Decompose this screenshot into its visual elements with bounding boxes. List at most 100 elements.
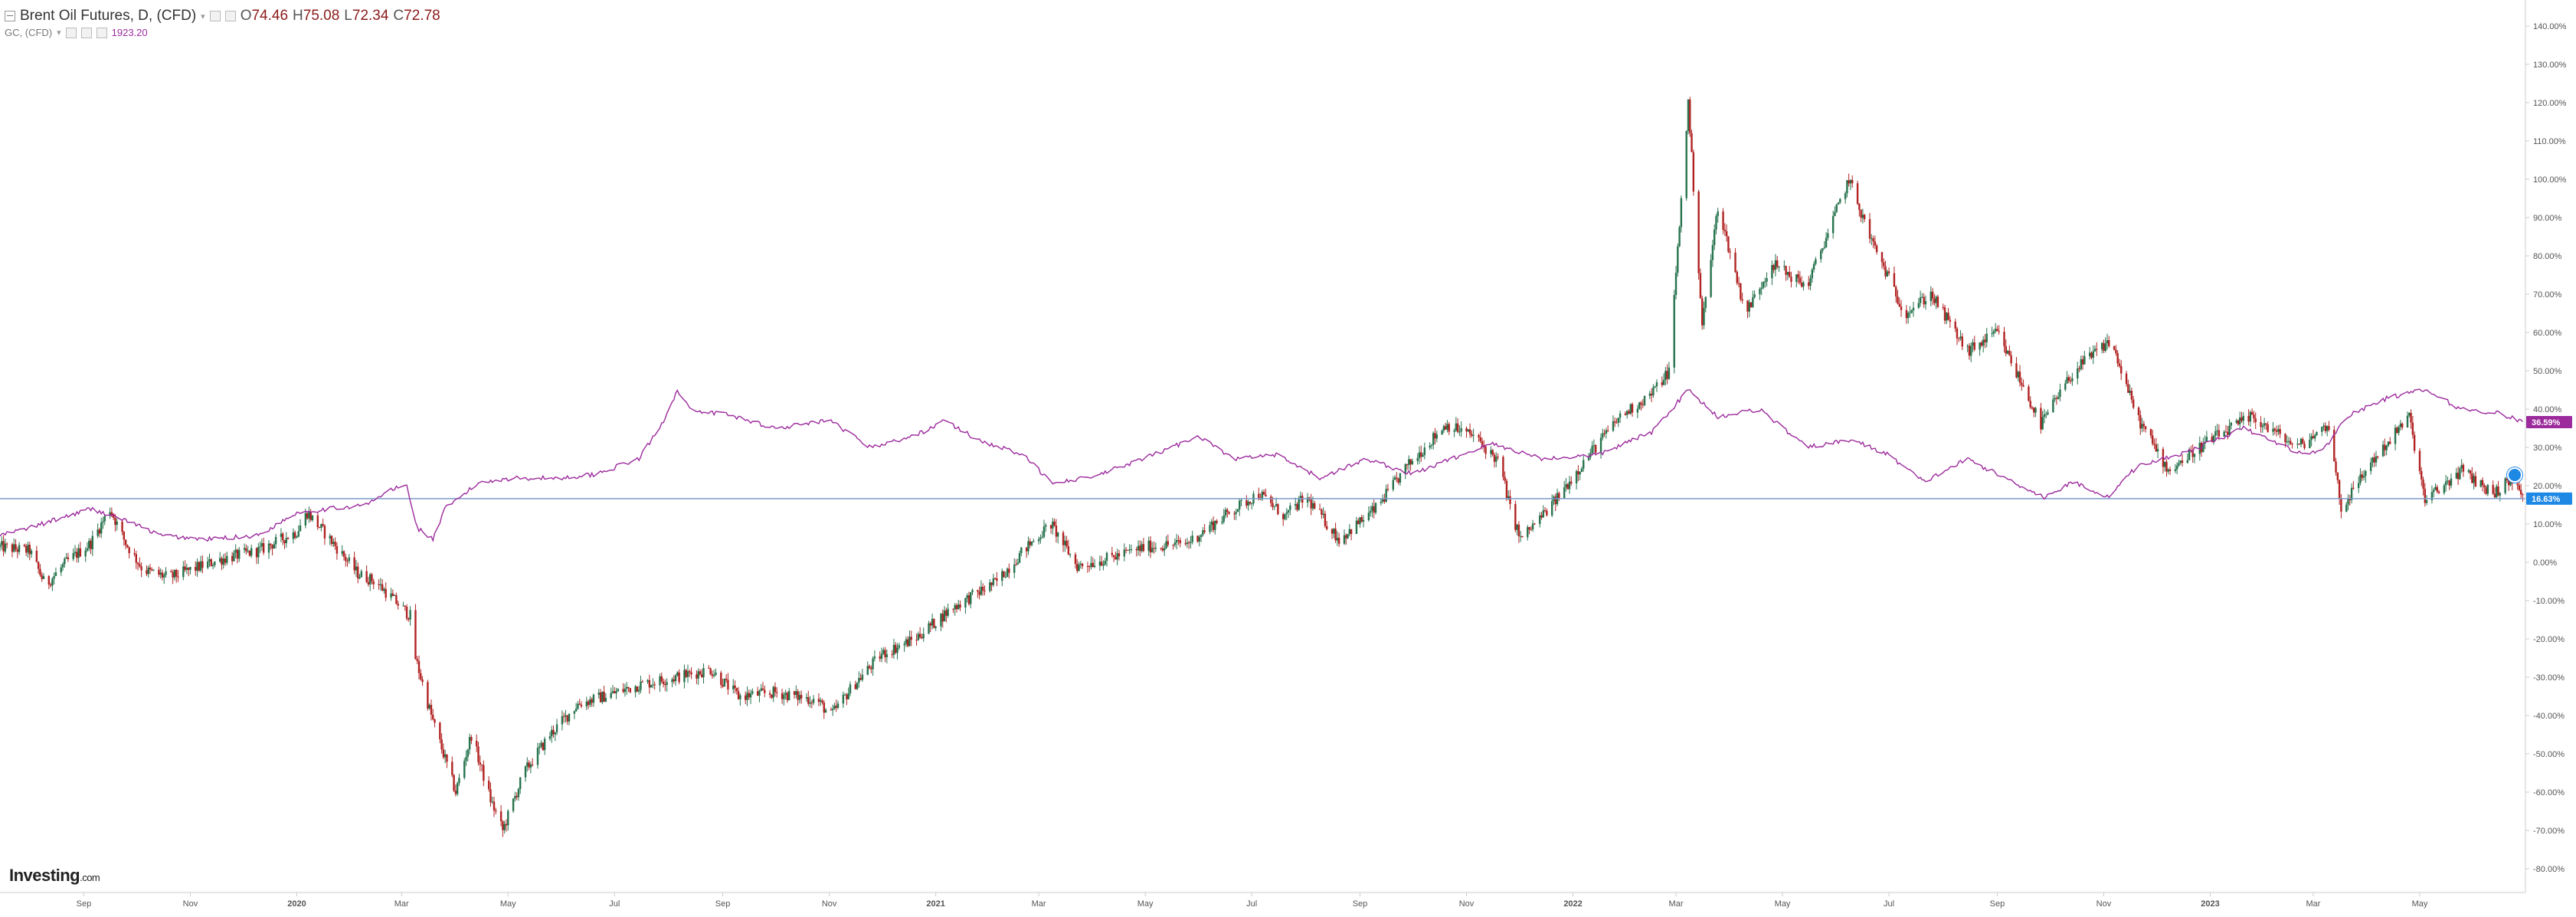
candle — [210, 558, 212, 567]
candle-body — [1045, 525, 1047, 527]
candle-body — [793, 691, 796, 695]
candle — [771, 694, 773, 699]
candle-body — [2389, 441, 2391, 444]
investing-logo[interactable]: Investing.com — [9, 866, 100, 886]
close-icon[interactable] — [96, 27, 107, 38]
candle-body — [585, 701, 588, 707]
settings-icon[interactable] — [80, 27, 92, 38]
candle-body — [1699, 273, 1702, 299]
candle-body — [699, 671, 702, 675]
candle-body — [866, 666, 869, 675]
chevron-down-icon[interactable]: ▾ — [201, 11, 205, 21]
candle — [285, 532, 287, 548]
compare-symbol[interactable]: GC, (CFD) — [5, 27, 53, 38]
candle — [2467, 468, 2470, 473]
candle-body — [910, 637, 912, 640]
candle-body — [210, 559, 212, 566]
candle — [849, 681, 852, 696]
candle-body — [323, 526, 326, 539]
candle — [660, 672, 663, 683]
candle-body — [1711, 244, 1714, 260]
candle-body — [1697, 191, 1700, 273]
candle-body — [1800, 282, 1803, 287]
candle-body — [1360, 517, 1363, 522]
candle — [2081, 355, 2084, 370]
candle-body — [1710, 260, 1712, 297]
candle-body — [2188, 450, 2191, 460]
candle — [597, 689, 600, 699]
candle — [1759, 287, 1761, 300]
candle — [846, 693, 848, 706]
candle-body — [405, 606, 408, 619]
candle — [1069, 553, 1072, 558]
candle — [247, 545, 249, 554]
symbol-title[interactable]: Brent Oil Futures, D, (CFD) — [20, 8, 197, 24]
settings-icon[interactable] — [209, 11, 221, 21]
candle — [262, 537, 265, 555]
candle — [978, 586, 980, 600]
collapse-legend-icon[interactable] — [5, 11, 15, 21]
candle — [334, 537, 336, 550]
candle-body — [196, 562, 198, 571]
candle-body — [1924, 301, 1927, 305]
candle — [1079, 561, 1082, 569]
candle-body — [1822, 248, 1824, 251]
candle-body — [529, 764, 532, 768]
candle-body — [1874, 241, 1877, 246]
candle — [725, 674, 728, 683]
candle-body — [1202, 530, 1204, 535]
candle — [1078, 562, 1080, 572]
candle — [463, 758, 466, 780]
candle — [615, 687, 617, 699]
candle — [1448, 421, 1450, 435]
visibility-icon[interactable] — [65, 27, 77, 38]
candle-body — [2092, 351, 2094, 358]
candle-body — [1458, 431, 1461, 433]
candle-body — [1296, 504, 1298, 510]
candle-body — [483, 765, 485, 781]
candle — [1093, 558, 1096, 568]
candle — [1556, 488, 1559, 506]
candle-body — [993, 578, 997, 579]
candle-body — [1502, 457, 1504, 477]
candle — [676, 670, 679, 677]
candle — [1577, 465, 1579, 482]
candle-body — [136, 562, 139, 565]
candle-body — [1808, 282, 1810, 287]
y-tick-label: 110.00% — [2533, 137, 2566, 146]
candle-body — [84, 550, 87, 557]
candle — [2202, 437, 2204, 453]
candle-body — [1093, 565, 1096, 568]
candle — [2212, 434, 2215, 445]
candle-body — [1786, 272, 1789, 275]
candle — [1027, 536, 1029, 555]
candle — [255, 547, 258, 565]
candle — [49, 582, 52, 588]
alert-icon[interactable] — [2507, 467, 2522, 483]
candle-body — [2078, 368, 2080, 369]
candle-body — [2263, 423, 2266, 426]
candle-body — [2047, 412, 2049, 414]
candle — [751, 688, 754, 696]
candle-body — [1111, 552, 1114, 555]
candle-body — [2045, 414, 2047, 415]
candle — [64, 557, 66, 568]
chevron-down-icon[interactable]: ▾ — [57, 28, 61, 38]
candle — [793, 691, 796, 699]
candle-body — [2519, 490, 2522, 495]
candle — [1261, 490, 1264, 502]
candle-body — [248, 550, 251, 556]
candle — [1105, 552, 1108, 567]
close-icon[interactable] — [224, 11, 236, 21]
candle — [1397, 477, 1399, 485]
candle — [1491, 448, 1494, 457]
candle-body — [2142, 424, 2146, 427]
candle-body — [393, 594, 396, 596]
candle-body — [304, 513, 307, 526]
candle — [2043, 408, 2046, 424]
candle — [1446, 420, 1448, 433]
candle — [1018, 550, 1021, 564]
candle-body — [543, 739, 546, 750]
